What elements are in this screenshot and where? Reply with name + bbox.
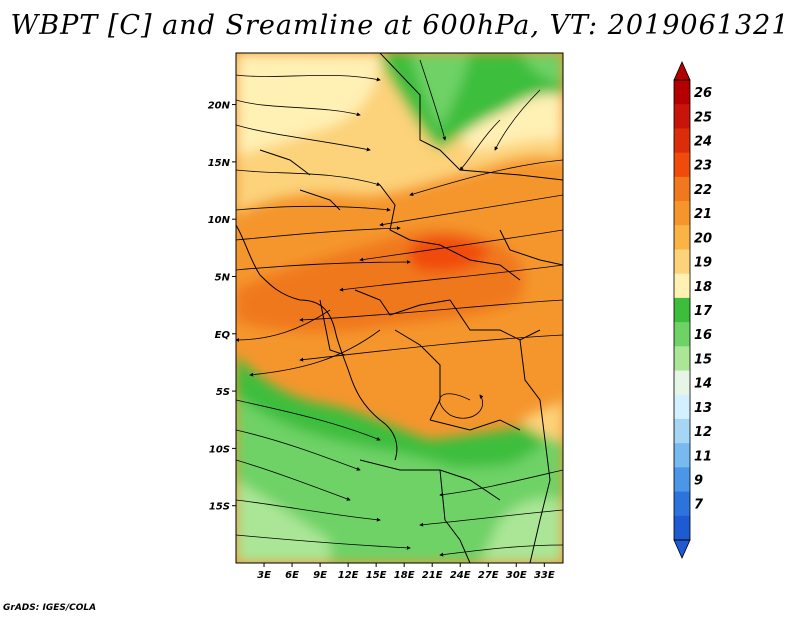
colorbar-segment <box>674 370 690 396</box>
lat-label: 10N <box>208 215 231 226</box>
colorbar-label: 21 <box>694 207 712 222</box>
lat-label: 20N <box>208 101 231 112</box>
streamline <box>494 89 541 151</box>
colorbar-label: 7 <box>694 498 704 513</box>
map-frame <box>235 52 564 564</box>
colorbar-segment <box>674 225 690 250</box>
colorbar-legend: 26 25 24 23 22 21 20 19 18 17 16 15 14 13 12 11 9 7 <box>673 61 713 559</box>
colorbar-segment <box>674 201 690 226</box>
streamline <box>339 264 563 292</box>
country-borders <box>236 53 563 563</box>
streamline <box>236 169 381 186</box>
latitude-axis: 20N 15N 10N 5N EQ 5S 10S 15S <box>208 101 236 513</box>
lon-label: 6E <box>285 570 299 581</box>
lon-label: 18E <box>394 570 415 581</box>
lon-label: 33E <box>534 570 555 581</box>
colorbar-segment <box>674 418 690 444</box>
lat-label: 15N <box>208 158 231 169</box>
colorbar-label: 23 <box>694 159 712 174</box>
colorbar-segment <box>674 128 690 154</box>
colorbar-label: 19 <box>694 256 712 271</box>
streamline <box>236 499 381 522</box>
colorbar-segment <box>674 443 690 468</box>
colorbar-label: 11 <box>694 449 712 464</box>
colorbar-label: 15 <box>694 352 712 367</box>
colorbar-label: 16 <box>694 328 712 343</box>
colorbar-border <box>673 79 691 541</box>
streamline <box>236 124 371 152</box>
colorbar-label: 12 <box>694 425 712 440</box>
lon-label: 9E <box>313 570 327 581</box>
colorbar-segment <box>674 394 690 420</box>
streamline <box>236 534 411 550</box>
colorbar-segment <box>674 491 690 517</box>
streamline <box>419 509 563 527</box>
grads-credit: GrADS: IGES/COLA <box>3 603 97 613</box>
colorbar-segment <box>674 322 690 347</box>
streamline <box>409 159 563 196</box>
colorbar-segment <box>674 297 690 323</box>
colorbar-label: 9 <box>694 473 703 488</box>
colorbar-label: 20 <box>694 231 712 246</box>
colorbar-label: 26 <box>694 86 712 101</box>
lon-label: 3E <box>257 570 271 581</box>
colorbar-segment <box>674 346 690 372</box>
colorbar-label: 14 <box>694 377 712 392</box>
colorbar-label: 24 <box>694 135 712 150</box>
streamline <box>236 399 381 441</box>
lat-label: EQ <box>215 330 231 341</box>
colorbar-segment <box>674 80 690 105</box>
streamline <box>299 299 563 322</box>
lon-label: 24E <box>450 570 471 581</box>
colorbar-label: 13 <box>694 401 712 416</box>
colorbar-label: 22 <box>694 183 712 198</box>
wbpt-shaded-field <box>236 53 563 563</box>
lat-label: 5N <box>215 272 231 283</box>
lat-label: 5S <box>216 387 230 398</box>
streamline <box>236 74 381 82</box>
streamline <box>236 459 351 501</box>
streamline <box>236 205 391 212</box>
streamline <box>236 429 361 471</box>
streamline <box>359 229 563 262</box>
streamline <box>419 59 447 141</box>
streamline <box>249 329 381 377</box>
colorbar-top-arrow <box>673 61 691 81</box>
streamline <box>236 226 401 241</box>
lon-label: 15E <box>366 570 387 581</box>
streamlines <box>236 59 563 557</box>
colorbar-label: 18 <box>694 280 712 295</box>
map-title: WBPT [C] and Sreamline at 600hPa, VT: 20… <box>10 10 790 41</box>
colorbar-label: 17 <box>694 304 713 319</box>
colorbar-segment <box>674 467 690 493</box>
colorbar-segment <box>674 104 690 129</box>
streamline <box>439 393 484 419</box>
lon-label: 12E <box>338 570 359 581</box>
streamline <box>459 119 501 171</box>
lon-label: 30E <box>506 570 527 581</box>
colorbar-segment <box>674 176 690 202</box>
colorbar-label: 25 <box>694 110 712 125</box>
colorbar-segment <box>674 515 690 541</box>
streamline <box>236 99 361 117</box>
streamline <box>439 544 563 557</box>
streamline <box>236 309 331 342</box>
colorbar-segment <box>674 152 690 178</box>
longitude-axis: 3E 6E 9E 12E 15E 18E 21E 24E 27E 30E 33E <box>257 563 555 581</box>
lat-label: 15S <box>209 502 230 513</box>
lon-label: 27E <box>478 570 499 581</box>
colorbar-segment <box>674 249 690 275</box>
lon-label: 21E <box>422 570 443 581</box>
colorbar-bottom-arrow <box>673 539 691 559</box>
lat-label: 10S <box>209 444 230 455</box>
streamline <box>379 194 563 227</box>
colorbar-segment <box>674 273 690 299</box>
